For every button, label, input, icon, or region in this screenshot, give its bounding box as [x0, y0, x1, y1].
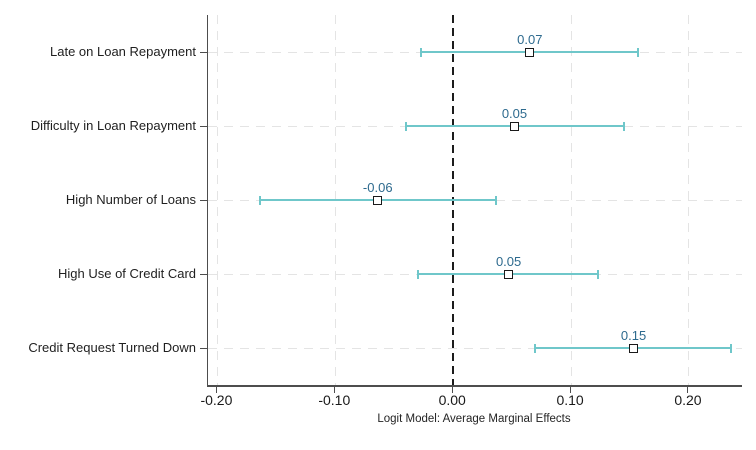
x-axis-tick [333, 387, 335, 393]
y-axis-tick [200, 51, 207, 53]
ci-cap-low [405, 121, 408, 131]
estimate-label: 0.05 [501, 106, 528, 121]
x-axis-title: Logit Model: Average Marginal Effects [377, 413, 571, 425]
estimate-label: 0.15 [620, 328, 647, 343]
estimate-marker [373, 195, 383, 205]
x-tick-label: -0.20 [200, 392, 233, 408]
ci-cap-low [258, 195, 261, 205]
ci-cap-high [494, 195, 497, 205]
ci-cap-high [623, 121, 626, 131]
ci-cap-high [637, 47, 640, 57]
estimate-marker [509, 121, 519, 131]
y-axis-tick [200, 125, 207, 127]
estimate-label: 0.05 [495, 254, 522, 269]
estimate-marker [525, 47, 535, 57]
x-tick-label: 0.20 [674, 392, 702, 408]
x-axis-tick [215, 387, 217, 393]
estimate-label: -0.06 [362, 180, 393, 195]
ci-cap-low [420, 47, 423, 57]
x-axis-tick [569, 387, 571, 393]
y-axis-tick [200, 273, 207, 275]
x-tick-label: -0.10 [318, 392, 351, 408]
ci-cap-high [730, 343, 733, 353]
y-axis-tick [200, 199, 207, 201]
x-tick-label: 0.00 [438, 392, 466, 408]
x-tick-label: 0.10 [556, 392, 584, 408]
y-gridline [208, 347, 742, 349]
estimate-marker [504, 269, 514, 279]
estimate-label: 0.07 [517, 32, 543, 47]
y-axis-label: High Use of Credit Card [58, 266, 196, 281]
estimate-marker [629, 343, 639, 353]
y-axis-tick [200, 347, 207, 349]
ci-cap-low [533, 343, 536, 353]
x-axis-tick [687, 387, 689, 393]
y-axis-label: High Number of Loans [65, 192, 196, 207]
ci-cap-low [416, 269, 419, 279]
x-axis-tick [451, 387, 453, 393]
y-axis-label: Difficulty in Loan Repayment [30, 118, 196, 133]
ci-cap-high [597, 269, 600, 279]
y-axis-label: Credit Request Turned Down [28, 340, 196, 355]
plot-area: 0.07 0.05 -0.06 0.05 0.15 [207, 15, 742, 387]
y-axis-label: Late on Loan Repayment [50, 44, 196, 59]
